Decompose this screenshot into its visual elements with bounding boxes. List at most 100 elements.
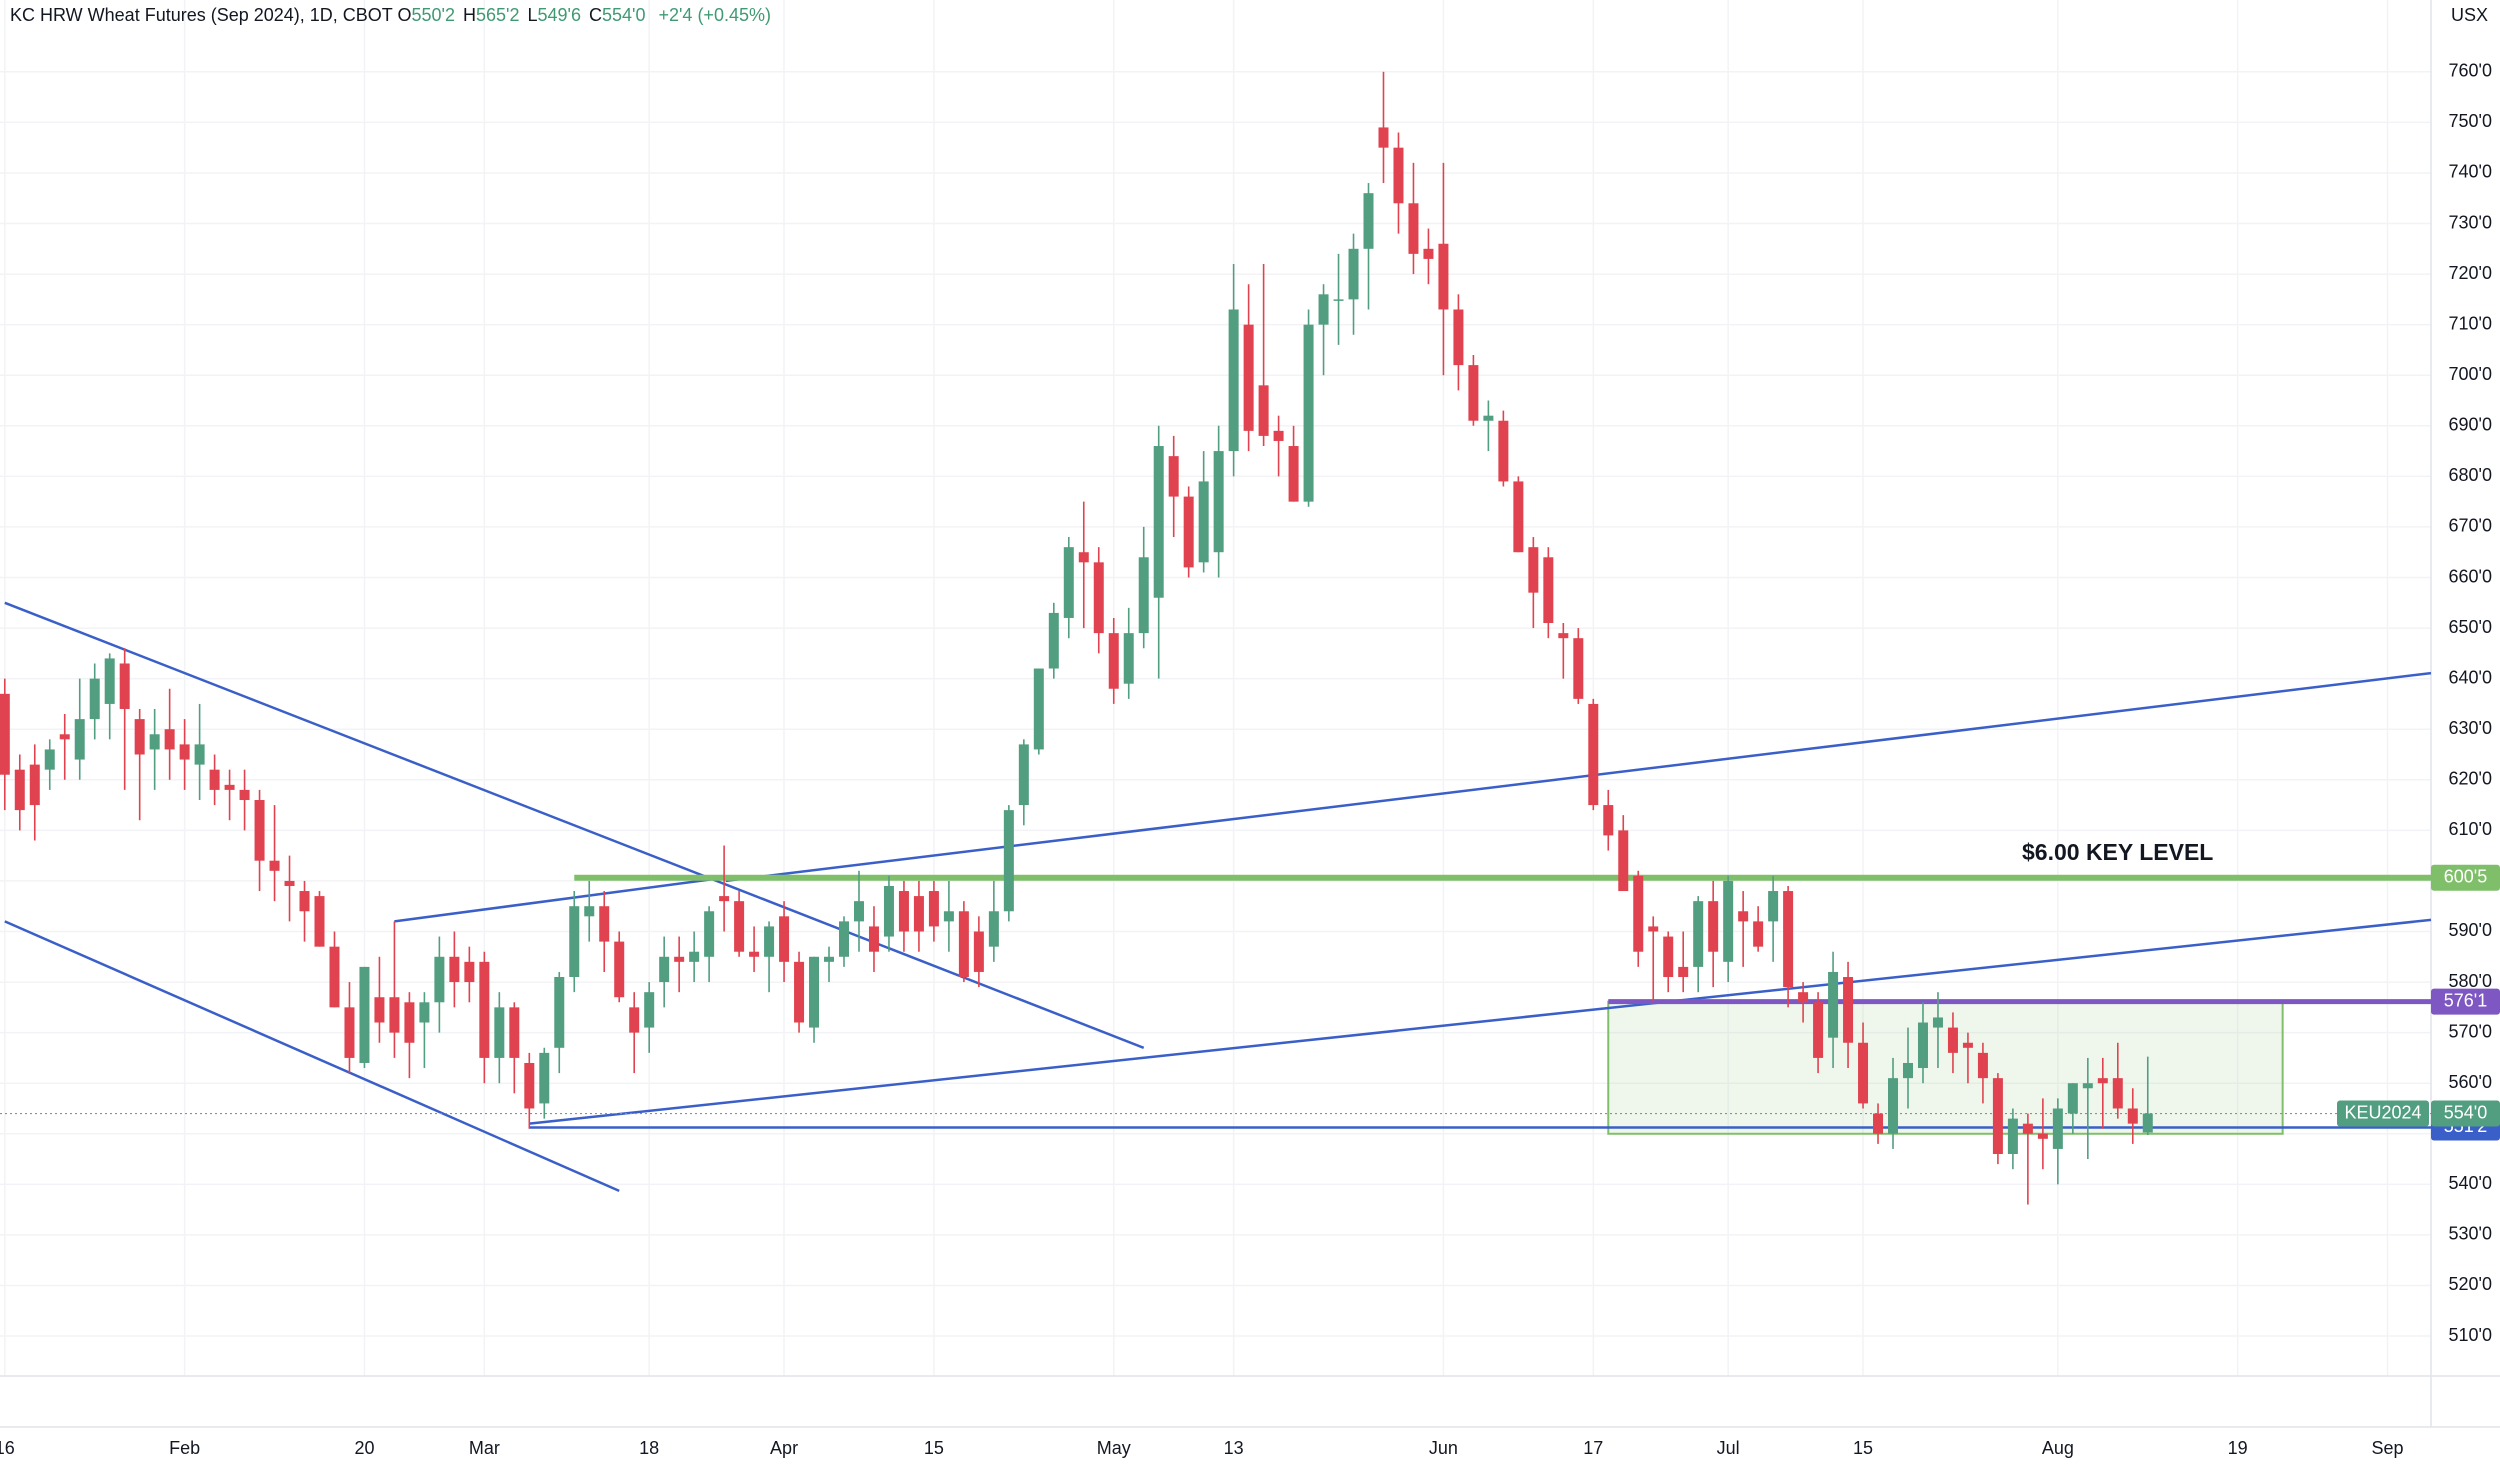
- zone-box: [1607, 1000, 2284, 1135]
- candle-body: [734, 901, 745, 952]
- candle-body: [749, 951, 760, 957]
- candle-body: [1798, 992, 1809, 1003]
- candle-body: [389, 997, 400, 1033]
- candle-body: [1917, 1022, 1928, 1069]
- candle-body: [1648, 926, 1659, 932]
- candle-body: [1183, 496, 1194, 568]
- x-tick-label: 20: [354, 1438, 374, 1458]
- candle-body: [119, 663, 130, 709]
- candle-body: [1033, 668, 1044, 750]
- candle-body: [1048, 612, 1059, 669]
- y-tick-label: 720'0: [2449, 263, 2492, 283]
- candle-body: [1543, 557, 1554, 624]
- symbol-header: KC HRW Wheat Futures (Sep 2024), 1D, CBO…: [10, 2, 779, 28]
- candle-body: [179, 744, 190, 760]
- y-tick-label: 700'0: [2449, 364, 2492, 384]
- candle-body: [704, 911, 715, 957]
- y-tick-label: 710'0: [2449, 313, 2492, 333]
- candle-body: [599, 906, 610, 942]
- candle-body: [1783, 891, 1794, 988]
- y-tick-label: 740'0: [2449, 162, 2492, 182]
- annotation: $6.00 KEY LEVEL: [2022, 839, 2213, 865]
- candle-body: [2082, 1083, 2093, 1089]
- candle-body: [1723, 880, 1734, 962]
- candle-body: [104, 658, 115, 704]
- candle-body: [1078, 552, 1089, 563]
- candle-body: [374, 997, 385, 1023]
- candle-body: [1962, 1042, 1973, 1048]
- candle-body: [1453, 309, 1464, 366]
- ohlc-key: O: [397, 5, 412, 25]
- candle-body: [1228, 309, 1239, 452]
- candle-body: [2097, 1078, 2108, 1084]
- candle-body: [1303, 324, 1314, 502]
- candle-body: [194, 744, 205, 765]
- candle-body: [344, 1007, 355, 1058]
- candle-body: [164, 729, 175, 750]
- candle-body: [1018, 744, 1029, 806]
- y-tick-label: 660'0: [2449, 566, 2492, 586]
- candle-body: [419, 1002, 430, 1023]
- trendline: [394, 875, 731, 923]
- y-tick-label: 640'0: [2449, 667, 2492, 687]
- level-label-box: [2431, 864, 2500, 891]
- candle-body: [1678, 966, 1689, 978]
- x-tick-label: 17: [1583, 1438, 1603, 1458]
- candle-body: [44, 749, 55, 770]
- candle-body: [1738, 911, 1749, 922]
- candle-body: [2142, 1113, 2153, 1133]
- candle-body: [2127, 1108, 2138, 1124]
- candle-body: [524, 1062, 535, 1109]
- candle-body: [59, 734, 70, 740]
- candle-body: [1273, 430, 1284, 441]
- candle-body: [1977, 1052, 1988, 1079]
- candle-body: [1573, 638, 1584, 699]
- candle-body: [2052, 1108, 2063, 1149]
- level-label: 576'1: [2444, 990, 2487, 1010]
- x-tick-label: Jun: [1429, 1438, 1458, 1458]
- candle-body: [958, 911, 969, 978]
- candle-body: [329, 946, 340, 1008]
- candle-body: [1438, 243, 1449, 310]
- ohlc-value: 565'2: [475, 5, 520, 25]
- candle-body: [973, 931, 984, 972]
- x-tick-label: 16: [0, 1438, 15, 1458]
- last-price-label: 554'0: [2444, 1102, 2487, 1122]
- candle-body: [644, 992, 655, 1028]
- candle-body: [284, 880, 295, 886]
- candle-body: [674, 956, 685, 962]
- candle-body: [464, 961, 475, 983]
- candle-body: [509, 1007, 520, 1058]
- trendline: [4, 920, 620, 1193]
- ohlc-value: 550'2: [411, 5, 455, 25]
- y-tick-label: 690'0: [2449, 415, 2492, 435]
- currency: USX: [2450, 5, 2488, 25]
- candle-body: [1468, 365, 1479, 421]
- candle-body: [1138, 557, 1149, 634]
- candle-body: [614, 941, 625, 998]
- y-tick-label: 650'0: [2449, 617, 2492, 637]
- y-tick-label: 730'0: [2449, 212, 2492, 232]
- candle-body: [1483, 415, 1494, 421]
- candle-body: [1003, 810, 1014, 912]
- candle-body: [883, 885, 894, 937]
- candle-body: [434, 956, 445, 1003]
- candle-body: [1258, 385, 1269, 436]
- candle-body: [943, 911, 954, 922]
- candle-body: [659, 956, 670, 983]
- ohlc-key: C: [588, 5, 602, 25]
- candle-body: [1288, 446, 1299, 502]
- x-tick-label: 15: [924, 1438, 944, 1458]
- candle-body: [2022, 1123, 2033, 1134]
- candle-body: [719, 896, 730, 902]
- candle-body: [1168, 456, 1179, 497]
- candle-body: [1123, 633, 1134, 684]
- y-tick-label: 590'0: [2449, 920, 2492, 940]
- x-tick-label: Apr: [770, 1438, 798, 1458]
- x-tick-label: 15: [1853, 1438, 1873, 1458]
- candle-body: [839, 921, 850, 957]
- candle-body: [779, 916, 790, 962]
- candle-body: [14, 769, 25, 811]
- candle-body: [1693, 901, 1704, 967]
